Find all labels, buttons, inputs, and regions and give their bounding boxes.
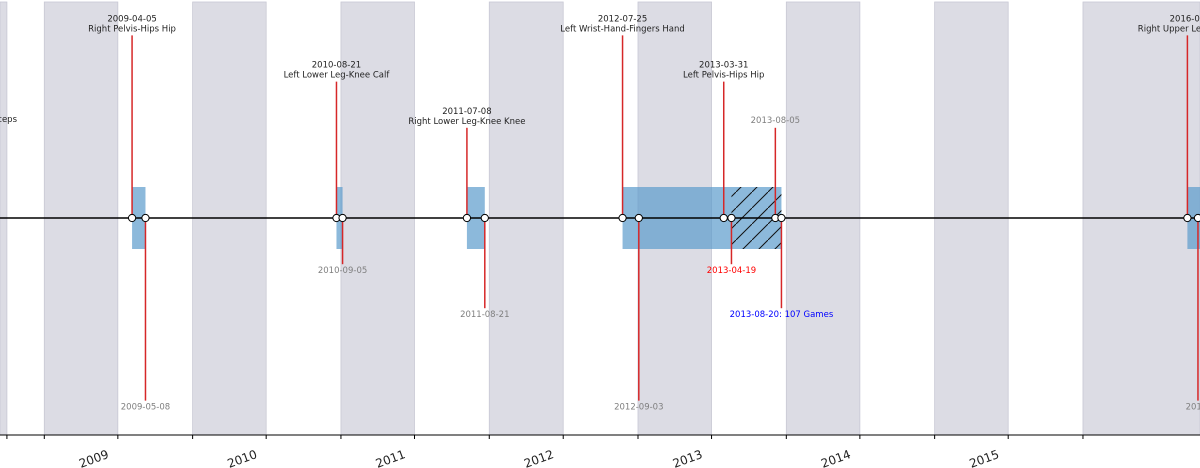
year-tick-label-2009: 2009 [77, 447, 110, 468]
return-date-label-4: 2013-04-19 [707, 266, 756, 276]
event-marker-9 [634, 213, 643, 223]
return-date-label-0: 2009-05-08 [121, 403, 170, 413]
return-date-label-6: 2013-08-20: 107 Games [730, 310, 834, 320]
event-marker-4 [719, 213, 728, 223]
event-marker-6 [141, 213, 150, 223]
injury-date-label-0: 2009-04-05 [107, 14, 156, 24]
event-marker-7 [338, 213, 347, 223]
event-marker-5 [1183, 213, 1192, 223]
injury-date-label-2: 2011-07-08 [442, 107, 491, 117]
injury-date-label-4: 2013-03-31 [699, 61, 748, 71]
event-marker-13 [1193, 213, 1200, 223]
partial-injury-label: ceps [0, 115, 18, 125]
year-tick-label-2014: 2014 [819, 447, 852, 468]
return-date-label-5: 2013-08-05 [751, 116, 800, 126]
return-date-label-3: 2012-09-03 [614, 403, 663, 413]
injury-desc-label-4: Left Pelvis-Hips Hip [683, 71, 764, 81]
year-tick-label-2010: 2010 [225, 447, 258, 468]
injury-desc-label-0: Right Pelvis-Hips Hip [88, 24, 176, 34]
year-tick-label-2011: 2011 [374, 447, 407, 468]
event-marker-10 [727, 213, 736, 223]
return-date-label-2: 2011-08-21 [460, 310, 509, 320]
event-marker-12 [777, 213, 786, 223]
year-tick-label-2012: 2012 [522, 447, 555, 468]
return-date-label-7: 2016- [1186, 403, 1200, 413]
injury-desc-label-2: Right Lower Leg-Knee Knee [408, 117, 525, 127]
event-marker-2 [462, 213, 472, 223]
injury-desc-label-5: Right Upper Legs-Thigh [1138, 24, 1200, 34]
injury-desc-label-1: Left Lower Leg-Knee Calf [284, 71, 391, 81]
injury-desc-label-3: Left Wrist-Hand-Fingers Hand [560, 24, 685, 34]
injury-date-label-1: 2010-08-21 [312, 61, 361, 71]
injury-date-label-3: 2012-07-25 [598, 14, 647, 24]
return-date-label-1: 2010-09-05 [318, 266, 367, 276]
event-marker-3 [618, 213, 627, 223]
event-marker-8 [480, 213, 489, 223]
year-tick-label-2013: 2013 [671, 447, 704, 468]
event-marker-0 [127, 213, 137, 223]
injury-date-label-5: 2016-05 [1170, 14, 1200, 24]
year-tick-label-2015: 2015 [967, 447, 1000, 468]
